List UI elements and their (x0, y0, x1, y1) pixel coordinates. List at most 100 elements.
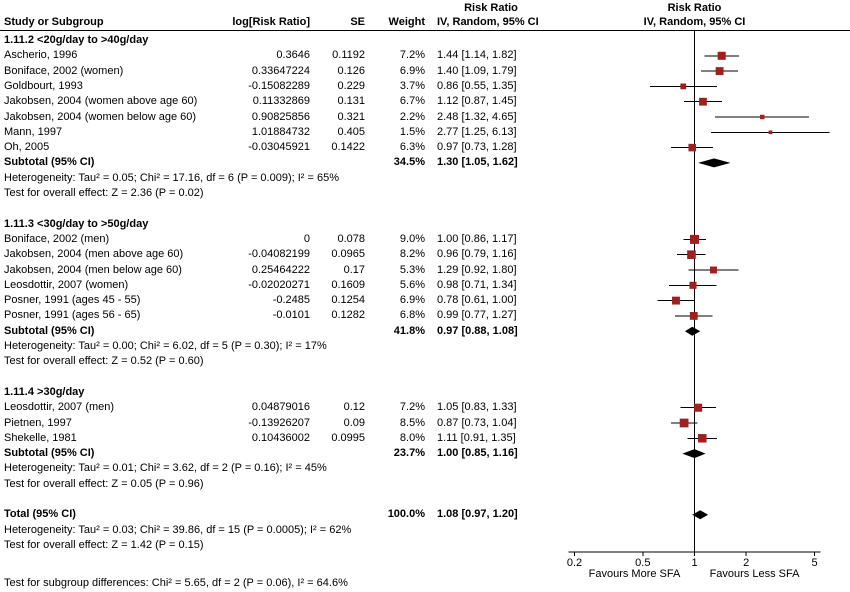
stats-note: Test for overall effect: Z = 0.05 (P = 0… (4, 477, 204, 490)
study-label: Subtotal (95% CI) (4, 156, 95, 169)
study-label: Leosdottir, 2007 (women) (4, 278, 129, 291)
log-risk-ratio-value: 0.90825856 (251, 110, 310, 123)
effect-marker (699, 97, 707, 106)
effect-marker (690, 234, 699, 244)
effect-marker (672, 296, 680, 305)
column-header-risk-ratio: Risk Ratio (464, 2, 518, 14)
study-label: Posner, 1991 (ages 56 - 65) (4, 309, 141, 322)
study-label: Shekelle, 1981 (4, 431, 77, 444)
log-risk-ratio-value: -0.13926207 (248, 416, 310, 429)
study-label: Jakobsen, 2004 (women below age 60) (4, 110, 197, 123)
study-label: Jakobsen, 2004 (women above age 60) (4, 95, 198, 108)
weight-value: 6.3% (399, 141, 425, 154)
study-row: Leosdottir, 2007 (women) -0.02020271 0.160… (0, 278, 850, 293)
standard-error-value: 0.078 (337, 232, 365, 245)
standard-error-value: 0.09 (343, 416, 365, 429)
group-title: 1.11.4 >30g/day (4, 385, 85, 398)
stats-note: Test for overall effect: Z = 0.52 (P = 0… (4, 355, 204, 368)
standard-error-value: 0.126 (337, 64, 365, 77)
column-header-ci: IV, Random, 95% CI (437, 16, 539, 28)
effect-marker (689, 311, 698, 320)
note-row: Test for overall effect: Z = 0.05 (P = 0… (0, 477, 850, 492)
study-label: Goldbourt, 1993 (4, 79, 83, 92)
ci-text: 1.00 [0.85, 1.16] (437, 447, 518, 460)
study-label: Boniface, 2002 (women) (4, 64, 124, 77)
note-row: Test for overall effect: Z = 2.36 (P = 0… (0, 186, 850, 201)
column-header-se: SE (350, 16, 365, 28)
log-risk-ratio-value: -0.0101 (272, 309, 310, 322)
standard-error-value: 0.1254 (331, 294, 365, 307)
ci-text: 0.86 [0.55, 1.35] (437, 79, 517, 92)
axis-tick-label: 5 (811, 557, 817, 569)
stats-note: Test for overall effect: Z = 2.36 (P = 0… (4, 187, 204, 199)
log-risk-ratio-value: 0.33647224 (251, 64, 310, 77)
column-header-study: Study or Subgroup (4, 16, 104, 28)
weight-value: 3.7% (399, 79, 425, 92)
weight-value: 8.5% (399, 416, 425, 429)
log-risk-ratio-value: 0 (303, 232, 310, 245)
study-row: Posner, 1991 (ages 56 - 65) -0.0101 0.1282… (0, 308, 850, 323)
log-risk-ratio-value: -0.15082289 (248, 79, 310, 92)
study-label: Jakobsen, 2004 (men above age 60) (4, 248, 184, 261)
ci-text: 0.98 [0.71, 1.34] (437, 278, 517, 291)
ci-text: 0.96 [0.79, 1.16] (437, 248, 517, 261)
study-label: Subtotal (95% CI) (4, 447, 95, 460)
standard-error-value: 0.405 (337, 125, 365, 138)
weight-value: 2.2% (399, 110, 425, 123)
study-label: Mann, 1997 (4, 125, 63, 138)
effect-marker (710, 266, 717, 274)
forest-plot-graph: 0.2 0.5 1 2 5 Favours More SFA Favours Less SF… (567, 31, 830, 580)
effect-marker (687, 250, 696, 259)
study-label: Posner, 1991 (ages 45 - 55) (4, 294, 141, 307)
note-row: Test for overall effect: Z = 0.52 (P = 0… (0, 354, 850, 369)
subtotal-diamond (684, 326, 701, 336)
ci-text: 0.97 [0.88, 1.08] (437, 324, 518, 337)
effect-marker (694, 403, 703, 412)
weight-value: 6.8% (399, 309, 425, 322)
group-header-row: 1.11.4 >30g/day (0, 385, 850, 400)
effect-marker (679, 418, 689, 428)
ci-text: 1.05 [0.83, 1.33] (437, 401, 517, 414)
ci-text: 0.99 [0.77, 1.27] (437, 309, 517, 322)
weight-value: 1.5% (399, 125, 425, 138)
ci-text: 1.08 [0.97, 1.20] (437, 508, 518, 521)
effect-marker (689, 281, 697, 289)
weight-value: 34.5% (393, 156, 425, 169)
study-row: Jakobsen, 2004 (men above age 60) -0.0408… (0, 247, 850, 262)
weight-value: 7.2% (399, 49, 425, 62)
study-row: Oh, 2005 -0.03045921 0.1422 6.3% 0.97 [0.73,… (0, 140, 850, 155)
note-row: Heterogeneity: Tau² = 0.00; Chi² = 6.02,… (0, 339, 850, 354)
log-risk-ratio-value: -0.04082199 (248, 248, 310, 261)
stats-note: Heterogeneity: Tau² = 0.01; Chi² = 3.62,… (4, 462, 327, 475)
study-row: Pietnen, 1997 -0.13926207 0.09 8.5% 0.87 [0.… (0, 416, 850, 431)
weight-value: 100.0% (387, 508, 425, 521)
study-label: Total (95% CI) (4, 508, 76, 521)
log-risk-ratio-value: -0.2485 (272, 294, 310, 307)
group-header-row: 1.11.2 <20g/day to >40g/day (0, 33, 850, 48)
stats-note: Heterogeneity: Tau² = 0.00; Chi² = 6.02,… (4, 340, 327, 352)
subgroup-differences-note: Test for subgroup differences: Chi² = 5.… (4, 577, 348, 589)
study-label: Oh, 2005 (4, 141, 50, 154)
ci-text: 1.11 [0.91, 1.35] (437, 431, 516, 444)
weight-value: 9.0% (399, 232, 425, 245)
axis-right-label: Favours Less SFA (710, 568, 801, 580)
header-divider (0, 30, 850, 31)
study-label: Subtotal (95% CI) (4, 324, 95, 337)
study-row: Jakobsen, 2004 (men below age 60) 0.25464… (0, 263, 850, 278)
weight-value: 41.8% (393, 324, 425, 337)
study-row: Ascherio, 1996 0.3646 0.1192 7.2% 1.44 [1.14… (0, 48, 850, 63)
standard-error-value: 0.17 (343, 263, 365, 276)
standard-error-value: 0.12 (343, 401, 365, 414)
note-row: Test for overall effect: Z = 1.42 (P = 0… (0, 538, 850, 553)
log-risk-ratio-value: 0.04879016 (251, 401, 310, 414)
column-header-ci-plot: IV, Random, 95% CI (643, 16, 746, 28)
study-label: Leosdottir, 2007 (men) (4, 401, 115, 414)
effect-marker (680, 83, 687, 90)
study-label: Boniface, 2002 (men) (4, 232, 110, 245)
study-row: Shekelle, 1981 0.10436002 0.0995 8.0% 1.11 [… (0, 431, 850, 446)
ci-text: 2.77 [1.25, 6.13] (437, 125, 517, 138)
standard-error-value: 0.0965 (331, 248, 365, 261)
total-diamond (692, 510, 709, 520)
group-title: 1.11.2 <20g/day to >40g/day (4, 34, 149, 46)
standard-error-value: 0.1422 (331, 141, 365, 154)
